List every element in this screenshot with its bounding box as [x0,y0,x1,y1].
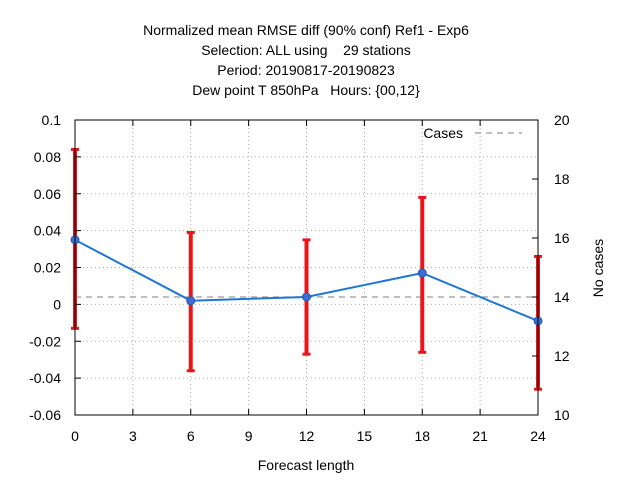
y-tick-label: 0.04 [34,223,61,239]
series-point [417,268,427,278]
y-tick-label: 0.1 [42,112,62,128]
x-tick-label: 3 [129,428,137,444]
x-axis-label: Forecast length [258,457,355,473]
y-tick-label: -0.04 [29,370,61,386]
y-tick-label: 0.02 [34,260,61,276]
x-tick-label: 24 [530,428,546,444]
y2-tick-label: 18 [554,171,570,187]
title-line-4: Dew point T 850hPa Hours: {00,12} [192,82,420,98]
error-bars [71,148,542,391]
x-axis-ticks: 0 3 6 9 12 15 18 21 24 [71,120,546,444]
title-line-3: Period: 20190817-20190823 [217,62,395,78]
rmse-series [70,235,543,326]
y-tick-label: 0.06 [34,186,61,202]
title-line-2: Selection: ALL using 29 stations [201,42,411,58]
y2-axis-label: No cases [590,239,606,297]
legend-label-cases: Cases [423,125,463,141]
y2-tick-label: 14 [554,289,570,305]
y-tick-label: 0 [53,296,61,312]
x-tick-label: 0 [71,428,79,444]
y-tick-label: -0.02 [29,333,61,349]
y2-tick-label: 12 [554,348,570,364]
y2-tick-label: 20 [554,112,570,128]
x-tick-label: 21 [472,428,488,444]
chart-title: Normalized mean RMSE diff (90% conf) Ref… [143,22,469,98]
y-axis-ticks: -0.06 -0.04 -0.02 0 0.02 0.04 0.06 0.08 0.1 [29,112,81,423]
y-tick-label: -0.06 [29,407,61,423]
series-point [302,292,311,302]
y2-tick-label: 16 [554,230,570,246]
y-tick-label: 0.08 [34,149,61,165]
legend: Cases [423,125,522,141]
title-line-1: Normalized mean RMSE diff (90% conf) Ref… [143,22,469,38]
series-point [186,296,196,306]
x-tick-label: 9 [245,428,253,444]
x-tick-label: 18 [414,428,430,444]
y2-axis-ticks: 10 12 14 16 18 20 [532,112,570,423]
x-tick-label: 6 [187,428,195,444]
y2-tick-label: 10 [554,407,570,423]
x-tick-label: 12 [299,428,315,444]
x-tick-label: 15 [357,428,373,444]
